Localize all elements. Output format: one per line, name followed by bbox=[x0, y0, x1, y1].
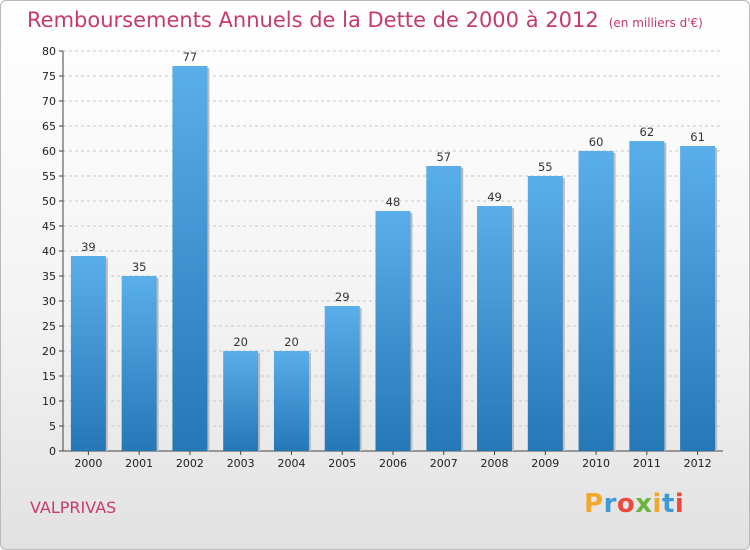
y-tick-label: 80 bbox=[42, 45, 56, 58]
y-tick-label: 65 bbox=[42, 120, 56, 133]
y-tick-label: 0 bbox=[49, 445, 56, 458]
logo-letter: r bbox=[603, 489, 617, 519]
y-tick-label: 50 bbox=[42, 195, 56, 208]
bar-2012 bbox=[680, 146, 716, 451]
commune-name: VALPRIVAS bbox=[30, 498, 117, 517]
bar-2008 bbox=[477, 206, 513, 451]
x-tick-label: 2012 bbox=[684, 457, 712, 470]
data-label: 49 bbox=[487, 190, 502, 204]
data-label: 20 bbox=[233, 335, 248, 349]
chart-title: Remboursements Annuels de la Dette de 20… bbox=[27, 8, 703, 32]
labels: 2000 39 2001 35 2002 77 2003 20 2004 20 2005 29 2006… bbox=[74, 50, 711, 470]
x-tick-label: 2009 bbox=[531, 457, 559, 470]
y-tick-label: 15 bbox=[42, 370, 56, 383]
y-tick-label: 55 bbox=[42, 170, 56, 183]
proxiti-logo: Proxiti bbox=[584, 489, 684, 519]
bar-2002 bbox=[172, 66, 208, 451]
data-label: 29 bbox=[335, 290, 350, 304]
x-tick-label: 2002 bbox=[176, 457, 204, 470]
y-tick-label: 5 bbox=[49, 420, 56, 433]
y-tick-label: 25 bbox=[42, 320, 56, 333]
bar-2003 bbox=[223, 351, 259, 451]
y-tick-label: 30 bbox=[42, 295, 56, 308]
y-tick-label: 75 bbox=[42, 70, 56, 83]
x-tick-label: 2003 bbox=[227, 457, 255, 470]
bar-2007 bbox=[426, 166, 462, 451]
data-label: 48 bbox=[386, 195, 401, 209]
y-tick-label: 60 bbox=[42, 145, 56, 158]
bar-2001 bbox=[121, 276, 157, 451]
logo-letter: i bbox=[674, 489, 685, 519]
y-tick-label: 45 bbox=[42, 220, 56, 233]
logo-letter: i bbox=[652, 489, 662, 519]
x-tick-label: 2005 bbox=[328, 457, 356, 470]
bar-2004 bbox=[273, 351, 309, 451]
logo-letter: P bbox=[584, 489, 604, 519]
bar-2011 bbox=[629, 141, 665, 451]
data-label: 77 bbox=[183, 50, 198, 64]
bar-2000 bbox=[70, 256, 106, 451]
data-label: 55 bbox=[538, 160, 553, 174]
x-tick-label: 2008 bbox=[481, 457, 509, 470]
data-label: 61 bbox=[690, 130, 705, 144]
x-tick-label: 2004 bbox=[277, 457, 305, 470]
data-label: 57 bbox=[436, 150, 451, 164]
logo-letter: o bbox=[616, 489, 636, 519]
chart-title-text: Remboursements Annuels de la Dette de 20… bbox=[27, 8, 599, 32]
data-label: 20 bbox=[284, 335, 299, 349]
y-tick-label: 40 bbox=[42, 245, 56, 258]
y-tick-label: 10 bbox=[42, 395, 56, 408]
y-tick-label: 70 bbox=[42, 95, 56, 108]
y-tick-label: 35 bbox=[42, 270, 56, 283]
bar-2010 bbox=[578, 151, 614, 451]
x-tick-label: 2007 bbox=[430, 457, 458, 470]
data-label: 62 bbox=[640, 125, 655, 139]
bar-2006 bbox=[375, 211, 411, 451]
x-tick-label: 2000 bbox=[74, 457, 102, 470]
x-tick-label: 2001 bbox=[125, 457, 153, 470]
data-label: 35 bbox=[132, 260, 147, 274]
logo-letter: t bbox=[661, 489, 675, 519]
logo-letter: x bbox=[635, 489, 653, 519]
x-tick-label: 2010 bbox=[582, 457, 610, 470]
bars bbox=[70, 66, 718, 451]
bar-2009 bbox=[527, 176, 563, 451]
data-label: 60 bbox=[589, 135, 604, 149]
data-label: 39 bbox=[81, 240, 96, 254]
y-tick-label: 20 bbox=[42, 345, 56, 358]
x-tick-label: 2011 bbox=[633, 457, 661, 470]
chart-subtitle: (en milliers d'€) bbox=[608, 16, 703, 30]
bar-2005 bbox=[324, 306, 360, 451]
x-tick-label: 2006 bbox=[379, 457, 407, 470]
